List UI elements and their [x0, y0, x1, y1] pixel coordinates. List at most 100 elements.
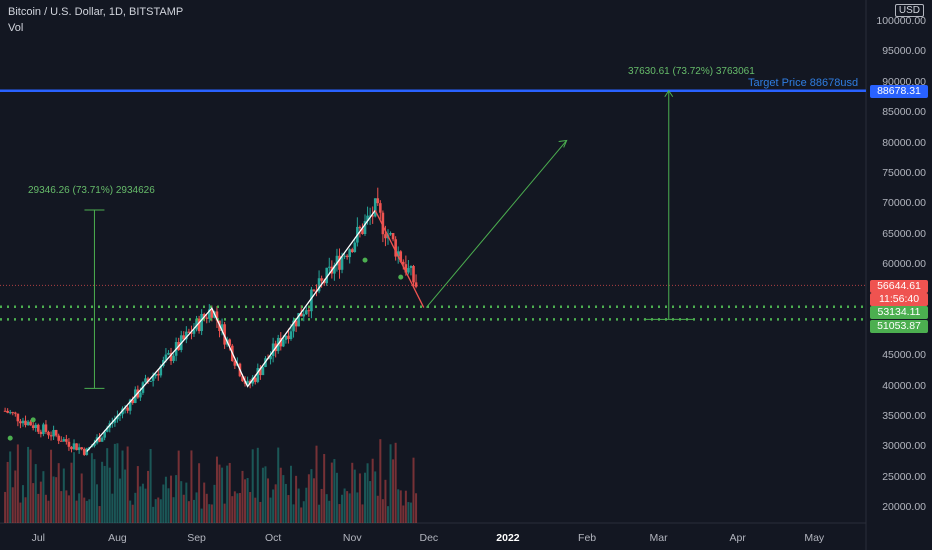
volume-bar [124, 469, 127, 523]
candle-body [149, 380, 152, 382]
volume-bar [397, 489, 400, 523]
candle-body [345, 255, 349, 258]
candle-body [93, 443, 96, 446]
volume-bar [399, 490, 402, 523]
pattern-line [86, 209, 376, 452]
countdown-tag: 11:56:40 [870, 293, 928, 306]
candle-body [389, 233, 392, 235]
candle-body [65, 439, 68, 442]
time-axis-tick: Mar [649, 532, 668, 544]
candle-body [312, 289, 316, 291]
volume-bar [136, 466, 139, 523]
volume-bar [348, 493, 351, 523]
candle-body [363, 221, 367, 235]
candle-body [111, 422, 114, 424]
candle-body [325, 267, 329, 284]
right-measure-arrowhead [664, 89, 674, 98]
volume-bar [407, 502, 410, 523]
time-axis-tick: Sep [187, 532, 206, 544]
volume-bar [323, 454, 326, 523]
volume-bar [269, 497, 272, 523]
volume-bar [172, 497, 175, 523]
right-measure-label: 37630.61 (73.72%) 3763061 [628, 66, 755, 77]
candle-body [85, 448, 89, 455]
volume-bar [121, 450, 124, 523]
volume-bar [154, 499, 157, 523]
volume-bar [24, 497, 27, 523]
volume-bar [177, 450, 180, 523]
volume-bar [78, 493, 81, 523]
candle-body [289, 331, 293, 340]
volume-bar [88, 499, 91, 523]
price-axis-tick: 40000.00 [882, 379, 926, 392]
candle-body [47, 431, 50, 436]
candle-body [338, 255, 341, 270]
candle-body [70, 446, 73, 450]
candle-body [182, 335, 186, 340]
volume-bar [164, 476, 167, 523]
volume-bar [325, 494, 328, 523]
candle-body [62, 439, 66, 442]
candle-body [131, 399, 135, 403]
volume-bar [29, 449, 32, 523]
volume-bar [241, 470, 244, 523]
volume-bar [62, 468, 65, 523]
candle-body [358, 226, 362, 229]
candle-body [253, 377, 257, 382]
signal-dot [362, 257, 368, 263]
candle-body [404, 264, 408, 273]
candle-body [6, 410, 9, 413]
volume-bar [226, 465, 229, 523]
volume-label: Vol [8, 22, 24, 34]
candle-body [399, 251, 403, 262]
volume-bar [60, 491, 63, 523]
volume-bar [85, 500, 88, 523]
volume-bar [394, 442, 397, 523]
volume-bar [106, 448, 109, 523]
candle-body [368, 215, 372, 217]
candle-body [3, 410, 7, 412]
price-axis-tick: 75000.00 [882, 166, 926, 179]
volume-bar [73, 452, 76, 523]
volume-bar [381, 499, 384, 523]
candle-body [376, 198, 380, 204]
candle-body [118, 414, 122, 416]
volume-bar [47, 500, 50, 523]
volume-bar [83, 497, 86, 523]
candle-body [261, 366, 265, 376]
volume-bar [9, 451, 12, 523]
volume-bar [65, 490, 68, 523]
volume-bar [335, 472, 338, 523]
candle-body [197, 318, 201, 332]
volume-bar [384, 479, 387, 523]
volume-bar [302, 501, 305, 523]
candle-body [241, 376, 244, 382]
volume-bar [11, 487, 14, 523]
candle-body [195, 318, 198, 330]
currency-badge[interactable]: USD [894, 4, 924, 17]
candle-body [52, 429, 55, 437]
candle-body [327, 266, 331, 268]
volume-bar [34, 464, 37, 523]
volume-bar [218, 464, 221, 523]
candle-body [366, 215, 369, 222]
volume-bar [277, 447, 280, 523]
volume-bar [14, 470, 17, 523]
volume-bar [98, 506, 101, 523]
signal-dot [398, 274, 404, 280]
candle-body [31, 425, 35, 429]
candle-body [379, 203, 382, 213]
price-axis-tick: 60000.00 [882, 258, 926, 270]
projection-arrow [425, 140, 568, 308]
volume-bar [215, 456, 218, 523]
volume-bar [108, 467, 111, 523]
price-axis-tick: 35000.00 [882, 409, 926, 422]
candle-body [154, 373, 158, 377]
candle-body [305, 310, 308, 315]
candle-body [215, 311, 219, 321]
candle-body [103, 431, 106, 438]
candle-body [384, 234, 387, 239]
candle-body [251, 377, 255, 384]
volume-bar [297, 488, 300, 523]
